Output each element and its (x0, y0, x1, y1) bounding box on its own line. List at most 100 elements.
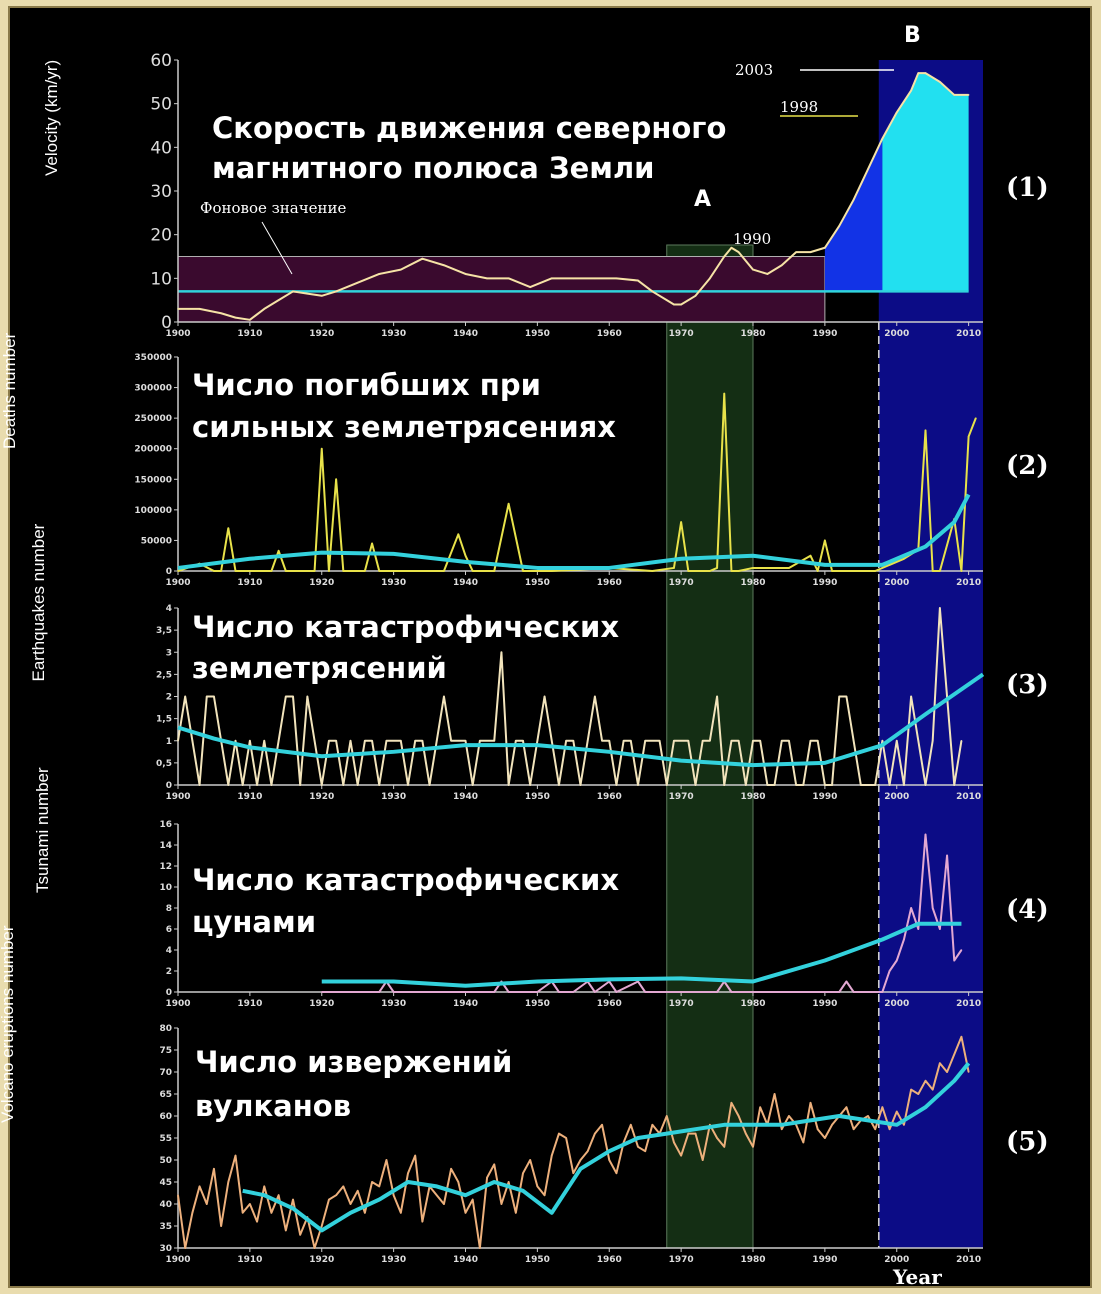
data-point (191, 739, 194, 742)
data-point (845, 1106, 848, 1108)
data-point (788, 567, 790, 569)
data-point (831, 784, 833, 786)
data-point (852, 1128, 855, 1130)
data-point (917, 928, 920, 930)
data-point (888, 784, 891, 786)
data-point (443, 695, 445, 698)
data-point (795, 784, 797, 786)
data-point (838, 695, 841, 698)
data-point (507, 277, 510, 280)
data-point (529, 570, 531, 572)
data-point (903, 557, 905, 560)
data-point (939, 1062, 941, 1064)
data-point (953, 1053, 956, 1056)
data-point (788, 739, 790, 742)
data-point (831, 1124, 833, 1126)
x-tick-label: 2000 (884, 578, 909, 588)
trend-line (321, 921, 962, 988)
data-point (400, 1212, 402, 1214)
y-axis-label: Velocity (km/yr) (42, 60, 61, 176)
data-point (730, 570, 733, 572)
x-tick-label: 1910 (237, 329, 262, 339)
data-point (306, 292, 309, 295)
data-point (637, 1146, 639, 1148)
data-point (673, 739, 675, 742)
data-point (924, 784, 927, 786)
data-point (421, 1220, 424, 1223)
data-point (299, 1234, 301, 1236)
data-point (550, 570, 553, 572)
data-point (730, 991, 733, 993)
y-tick-label: 45 (159, 1178, 172, 1188)
panel-number: (5) (1006, 1127, 1049, 1157)
data-point (601, 1124, 603, 1126)
data-point (910, 1088, 912, 1091)
data-point (852, 198, 855, 201)
data-point (752, 268, 754, 271)
data-point (716, 695, 718, 698)
data-point (579, 784, 582, 786)
x-tick-label: 1950 (525, 578, 550, 588)
data-point (421, 257, 424, 260)
x-tick-label: 1940 (453, 999, 478, 1009)
data-point (558, 1132, 560, 1135)
y-tick-label: 60 (159, 1112, 172, 1122)
data-point (665, 299, 668, 301)
data-point (838, 991, 841, 993)
trend-line (177, 493, 971, 570)
data-point (486, 277, 488, 280)
data-point (867, 784, 869, 786)
trend-line (242, 1061, 971, 1233)
x-tick-label: 1950 (525, 329, 550, 339)
data-point (809, 251, 812, 253)
data-point (824, 784, 826, 786)
data-point (780, 264, 783, 267)
data-point (953, 959, 956, 962)
panel-title-line: Число катастрофических (192, 863, 619, 897)
x-tick-label: 1900 (165, 1255, 190, 1265)
data-point (975, 417, 977, 419)
data-point (428, 991, 431, 993)
data-point (234, 1154, 237, 1157)
data-point (665, 1115, 668, 1117)
x-tick-label: 1980 (740, 999, 765, 1009)
data-point (594, 695, 596, 698)
panel-number: (3) (1006, 670, 1049, 700)
data-point (486, 739, 488, 742)
data-point (960, 949, 963, 951)
y-tick-label: 300000 (134, 384, 172, 394)
x-tick-label: 2000 (884, 329, 909, 339)
panel-title-line: магнитного полюса Земли (212, 151, 655, 185)
data-point (773, 784, 776, 786)
data-point (824, 1137, 826, 1139)
data-point (608, 739, 611, 742)
data-point (665, 784, 668, 786)
y-tick-label: 250000 (134, 414, 172, 424)
data-point (313, 1247, 316, 1249)
series-line (321, 833, 963, 993)
y-tick-label: 14 (159, 841, 172, 851)
data-point (313, 570, 316, 572)
data-point (572, 739, 575, 742)
data-point (241, 570, 244, 572)
data-point (263, 739, 266, 742)
data-point (407, 784, 409, 786)
data-point (471, 1198, 474, 1201)
data-point (299, 570, 301, 572)
data-point (658, 739, 661, 742)
data-point (364, 570, 366, 572)
x-tick-label: 1940 (453, 578, 478, 588)
data-point (400, 991, 402, 993)
data-point (464, 554, 467, 557)
data-point (349, 739, 352, 742)
data-point (249, 739, 251, 742)
x-tick-label: 1960 (597, 792, 622, 802)
y-tick-label: 20 (150, 226, 172, 246)
series-line (177, 607, 963, 786)
data-point (824, 539, 826, 542)
x-tick-label: 1920 (309, 329, 334, 339)
data-point (831, 570, 833, 572)
data-point (227, 527, 230, 529)
data-point (550, 739, 553, 742)
data-point (177, 570, 179, 572)
